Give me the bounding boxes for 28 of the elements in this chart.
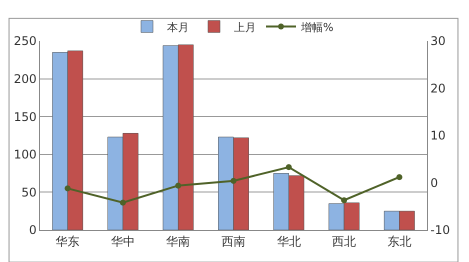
x-tick-label: 华东 (56, 234, 80, 248)
point (120, 200, 126, 206)
x-tick-label: 西北 (332, 234, 356, 248)
point (341, 197, 348, 204)
x-tick-label: 东北 (387, 234, 412, 248)
y-tick-label: 150 (14, 110, 37, 124)
y-tick-label: 200 (14, 72, 37, 86)
x-tick-label: 西南 (222, 234, 246, 248)
legend-label: 增幅% (300, 20, 334, 34)
point (175, 182, 182, 189)
y-tick-label: 50 (21, 185, 37, 200)
point (286, 164, 292, 170)
y2-tick-label: 30 (430, 34, 446, 48)
y-tick-label: 100 (14, 148, 37, 162)
point (230, 178, 236, 184)
x-tick-label: 华北 (276, 234, 301, 248)
legend-label: 本月 (167, 20, 189, 34)
x-tick-label: 华中 (110, 234, 135, 248)
x-tick-label: 华南 (166, 234, 190, 248)
y2-tick-label: 20 (430, 81, 446, 96)
point (64, 185, 71, 192)
y2-tick-label: -10 (430, 223, 450, 238)
y2-tick-label: 10 (430, 128, 446, 143)
point (396, 174, 402, 180)
y-tick-label: 0 (28, 223, 37, 238)
y2-tick-label: 0 (430, 176, 438, 190)
y-tick-label: 250 (14, 34, 37, 48)
legend-label: 上月 (234, 20, 256, 34)
